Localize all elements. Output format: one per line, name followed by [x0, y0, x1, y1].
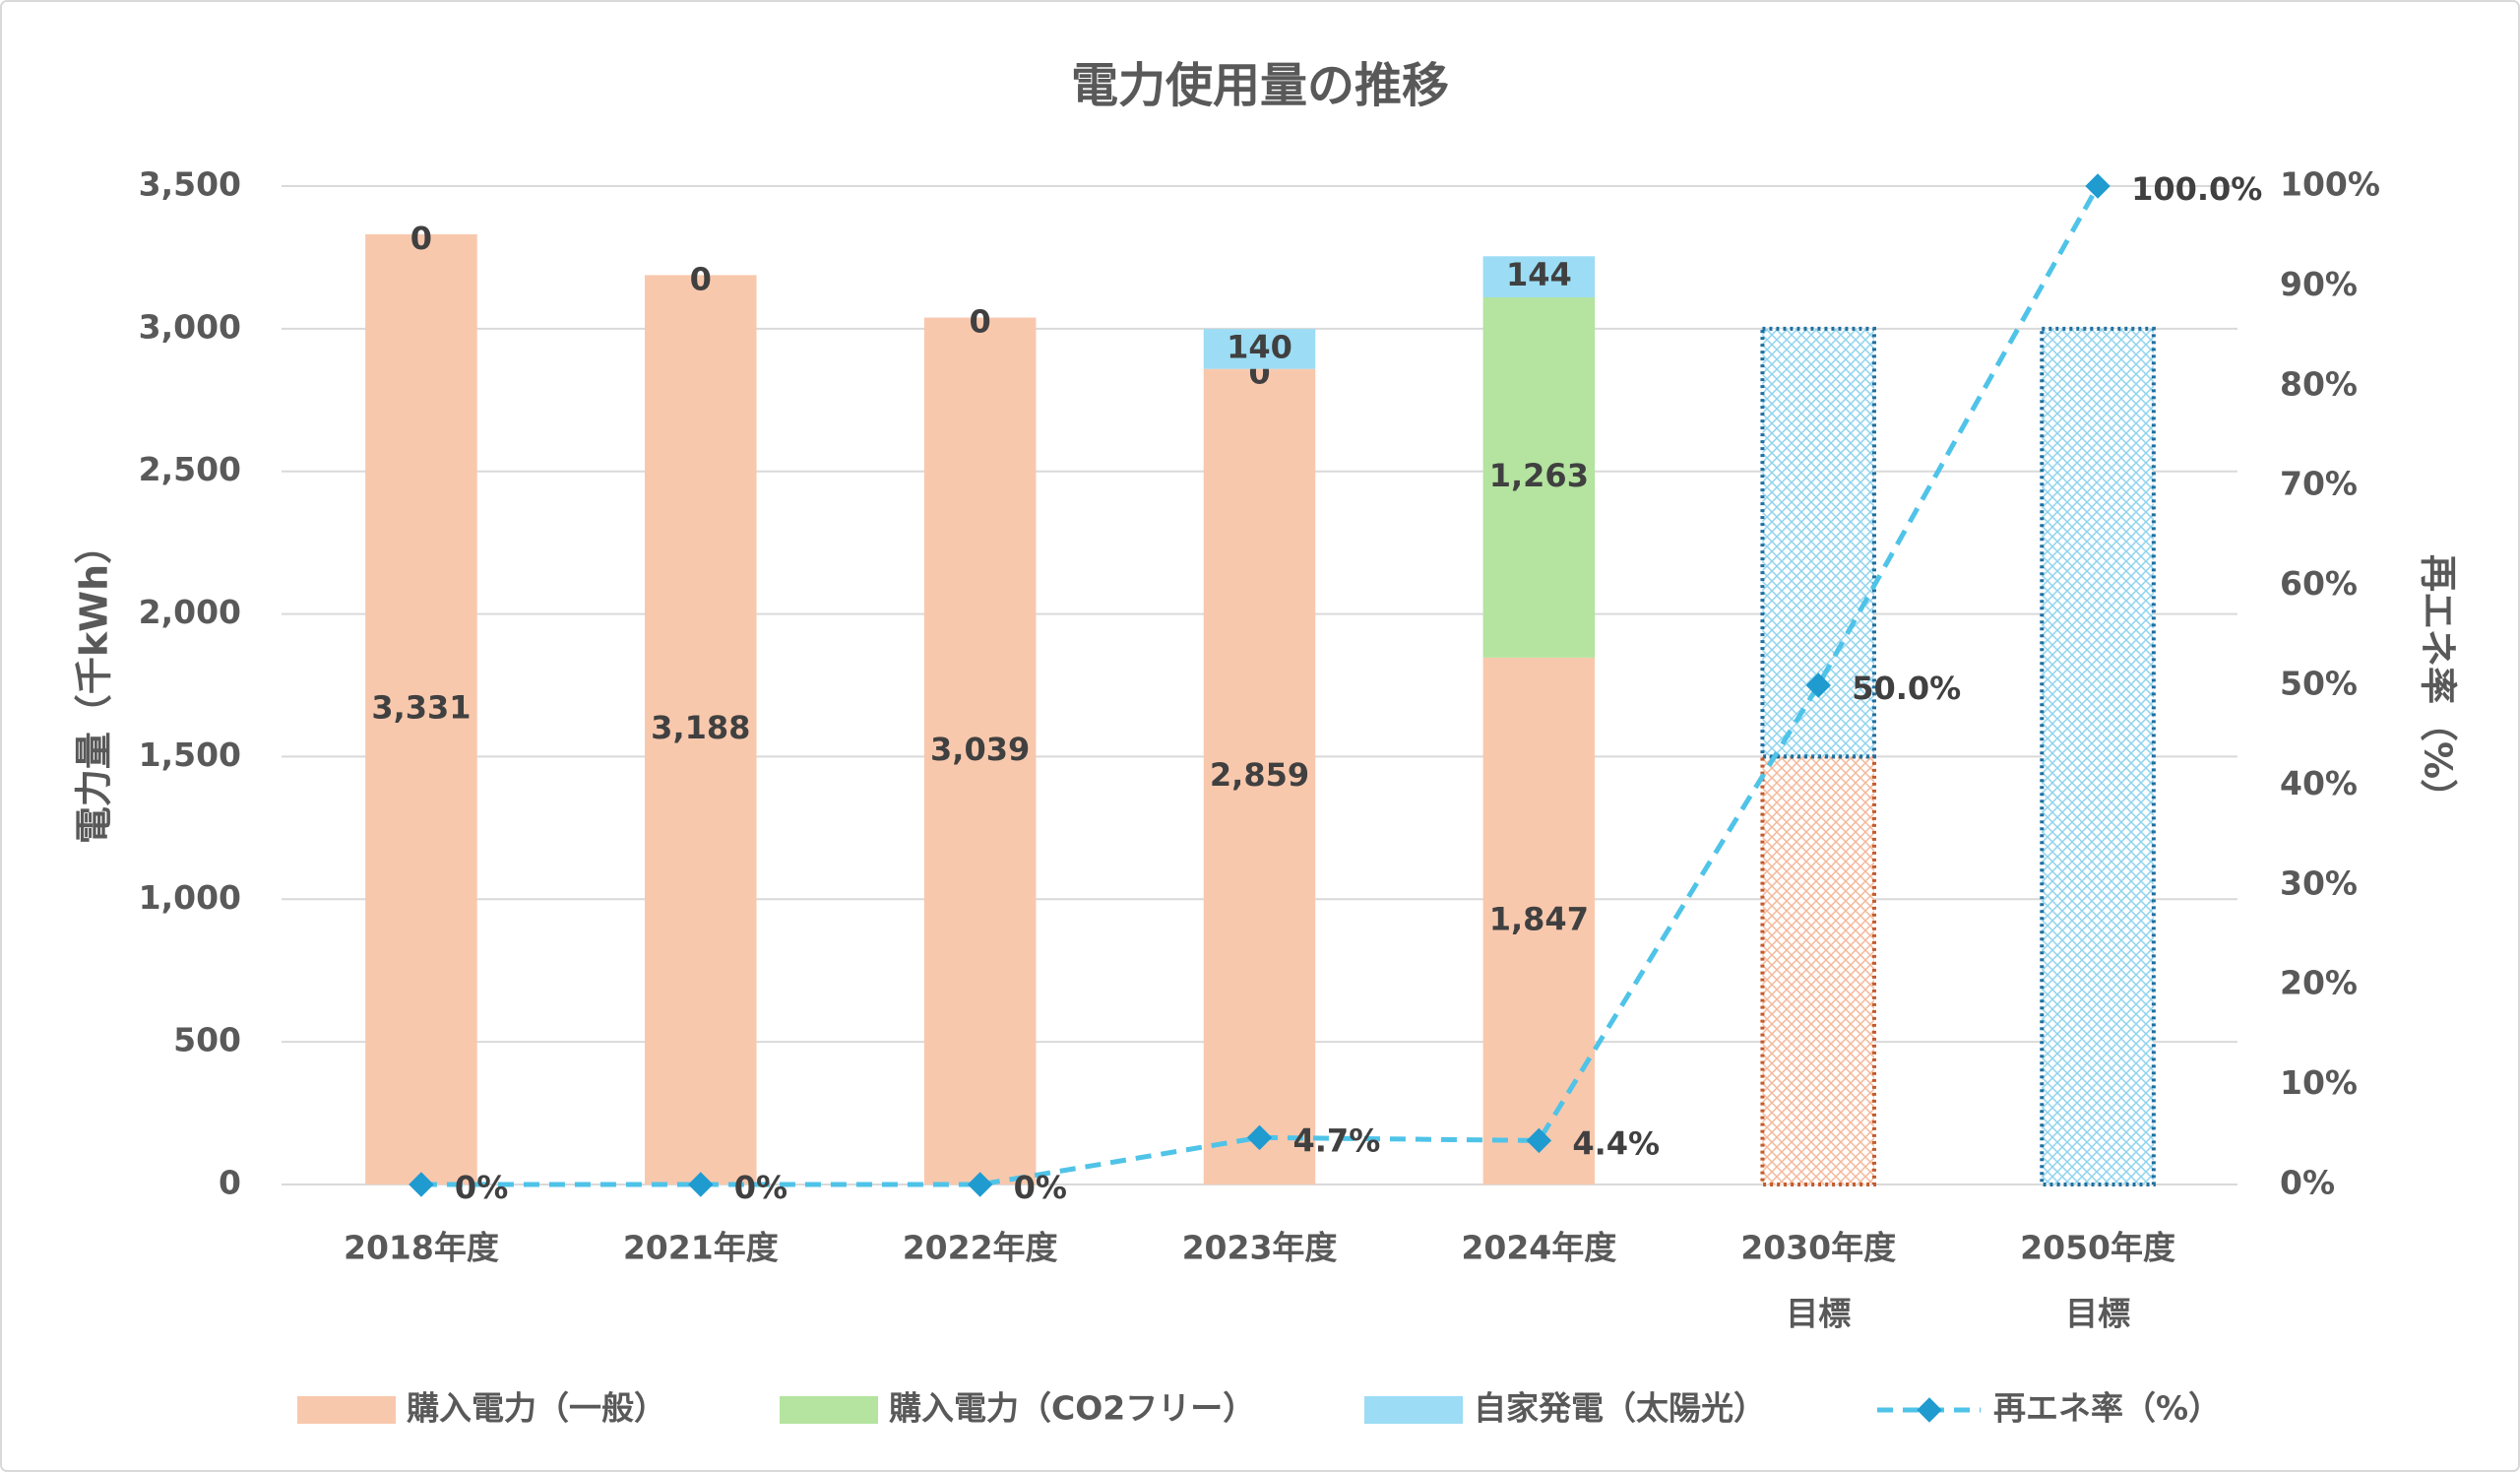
data-label: 144: [1506, 256, 1572, 293]
x-tick-label: 2023年度: [1182, 1229, 1338, 1267]
y2-tick-label: 10%: [2280, 1063, 2358, 1102]
data-label: 0%: [1014, 1169, 1067, 1206]
legend-label: 購入電力（一般）: [407, 1389, 666, 1428]
x-tick-label: 目標: [1786, 1295, 1851, 1333]
data-label: 0%: [455, 1169, 508, 1206]
data-label: 1,847: [1489, 900, 1589, 937]
bar-segment: [645, 275, 757, 1184]
data-label: 0: [410, 220, 432, 257]
y2-tick-label: 20%: [2280, 964, 2358, 1002]
y-tick-label: 2,500: [139, 450, 241, 488]
data-label: 3,188: [651, 709, 750, 746]
x-tick-label: 2030年度: [1740, 1229, 1896, 1267]
bar-segment: [1203, 329, 1316, 369]
y2-tick-label: 90%: [2280, 265, 2358, 303]
bar-segment: [1760, 754, 1876, 1187]
y-tick-label: 3,000: [139, 307, 241, 346]
y2-tick-label: 0%: [2280, 1164, 2335, 1202]
data-label: 3,039: [930, 731, 1030, 768]
data-label: 4.4%: [1572, 1124, 1660, 1162]
x-tick-label: 2021年度: [623, 1229, 779, 1267]
data-label: 1,263: [1489, 457, 1589, 494]
y-axis-label: 電力量（千kWh）: [73, 527, 116, 844]
y2-tick-label: 70%: [2280, 465, 2358, 503]
bar-segment: [1482, 256, 1596, 297]
bar-segment: [1482, 296, 1596, 658]
legend-label: 購入電力（CO2フリー）: [889, 1389, 1255, 1428]
bar-segment: [1203, 368, 1316, 1184]
data-label: 3,331: [371, 688, 471, 726]
legend-label: 再エネ率（%）: [1993, 1389, 2221, 1428]
y2-tick-label: 80%: [2280, 364, 2358, 403]
y2-tick-label: 60%: [2280, 564, 2358, 603]
y-tick-label: 1,000: [139, 878, 241, 917]
data-label: 140: [1227, 328, 1292, 365]
legend-swatch: [780, 1396, 878, 1424]
y2-tick-label: 30%: [2280, 864, 2358, 902]
x-tick-label: 2024年度: [1461, 1229, 1616, 1267]
bar-segment: [2040, 326, 2156, 1187]
legend-label: 自家発電（太陽光）: [1474, 1389, 1766, 1428]
bar-segment: [365, 233, 477, 1184]
data-label: 100.0%: [2131, 170, 2262, 208]
bar-segment: [1482, 657, 1596, 1184]
y2-tick-label: 100%: [2280, 165, 2380, 204]
y-tick-label: 3,500: [139, 165, 241, 204]
legend-swatch: [1364, 1396, 1463, 1424]
y2-axis-label: 再エネ率（%）: [2417, 554, 2460, 816]
legend-swatch: [297, 1396, 396, 1424]
x-tick-label: 2050年度: [2020, 1229, 2175, 1267]
y2-tick-label: 40%: [2280, 764, 2358, 802]
chart-title: 電力使用量の推移: [1071, 58, 1449, 113]
y-tick-label: 0: [219, 1164, 241, 1202]
data-label: 0: [970, 303, 991, 341]
data-label: 0: [690, 260, 712, 297]
x-tick-label: 目標: [2065, 1295, 2130, 1333]
y-tick-label: 500: [173, 1021, 241, 1059]
x-tick-label: 2022年度: [903, 1229, 1058, 1267]
y-tick-label: 1,500: [139, 736, 241, 774]
bar-segment: [923, 317, 1037, 1184]
data-label: 2,859: [1210, 756, 1309, 794]
y2-tick-label: 50%: [2280, 665, 2358, 703]
data-label: 50.0%: [1852, 670, 1961, 707]
data-label: 0%: [734, 1169, 788, 1206]
y-tick-label: 2,000: [139, 593, 241, 631]
data-label: 4.7%: [1293, 1121, 1381, 1159]
x-tick-label: 2018年度: [344, 1229, 499, 1267]
